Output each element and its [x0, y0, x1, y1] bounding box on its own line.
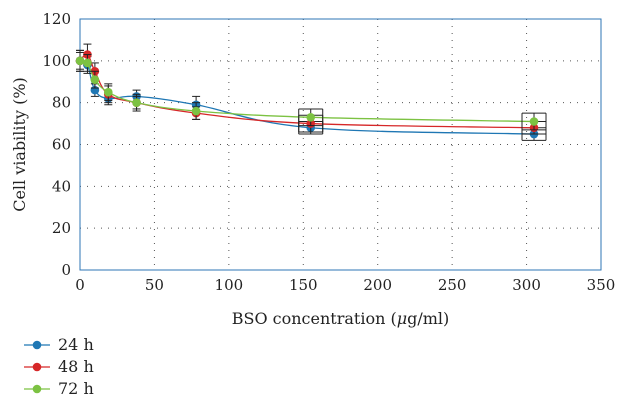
- x-axis-label-prefix: BSO concentration (: [232, 309, 397, 328]
- data-point: [75, 56, 85, 66]
- data-point: [191, 106, 201, 116]
- x-ticks: 0 50 100 150 200 250 300 350: [75, 276, 615, 294]
- series-3: [75, 49, 547, 131]
- x-tick-label: 0: [75, 276, 85, 294]
- y-tick-label: 80: [52, 94, 71, 112]
- series-layer: [75, 43, 547, 141]
- plot-frame: [79, 18, 602, 271]
- grid: [80, 19, 601, 270]
- error-bar: [298, 108, 324, 127]
- legend-item: 24 h: [24, 335, 94, 354]
- data-point: [83, 58, 92, 68]
- x-tick-label: 100: [215, 276, 244, 294]
- data-point: [132, 98, 141, 107]
- legend-swatch-marker: [32, 362, 42, 372]
- y-tick-label: 120: [42, 10, 71, 28]
- y-tick-label: 60: [52, 136, 71, 154]
- y-tick-label: 100: [42, 52, 71, 70]
- x-tick-label: 200: [363, 276, 392, 294]
- legend-item: 48 h: [24, 357, 94, 376]
- data-point: [103, 87, 113, 97]
- y-tick-label: 40: [52, 177, 71, 195]
- x-tick-label: 150: [289, 276, 318, 294]
- data-point: [306, 113, 316, 122]
- y-ticks: 0 20 40 60 80 100 120: [42, 10, 71, 279]
- x-tick-label: 50: [145, 276, 164, 294]
- legend-label: 72 h: [58, 379, 94, 398]
- x-tick-label: 350: [587, 276, 616, 294]
- x-axis-label-suffix: g/ml): [407, 309, 449, 328]
- x-axis-label-mu: μ: [397, 309, 407, 328]
- y-tick-label: 20: [52, 219, 71, 237]
- y-axis-label: Cell viability (%): [10, 77, 29, 212]
- data-point: [529, 117, 539, 126]
- legend: 24 h 48 h 72 h: [24, 335, 94, 398]
- x-axis-label: BSO concentration (μg/ml): [232, 309, 450, 328]
- legend-swatch-marker: [32, 340, 42, 350]
- legend-swatch-marker: [32, 384, 42, 394]
- error-bar: [521, 112, 547, 131]
- legend-label: 24 h: [58, 335, 94, 354]
- legend-item: 72 h: [24, 379, 94, 398]
- x-tick-label: 300: [512, 276, 541, 294]
- y-tick-label: 0: [61, 261, 71, 279]
- x-tick-label: 250: [438, 276, 467, 294]
- legend-label: 48 h: [58, 357, 94, 376]
- data-point: [90, 75, 100, 84]
- series-line: [79, 60, 535, 123]
